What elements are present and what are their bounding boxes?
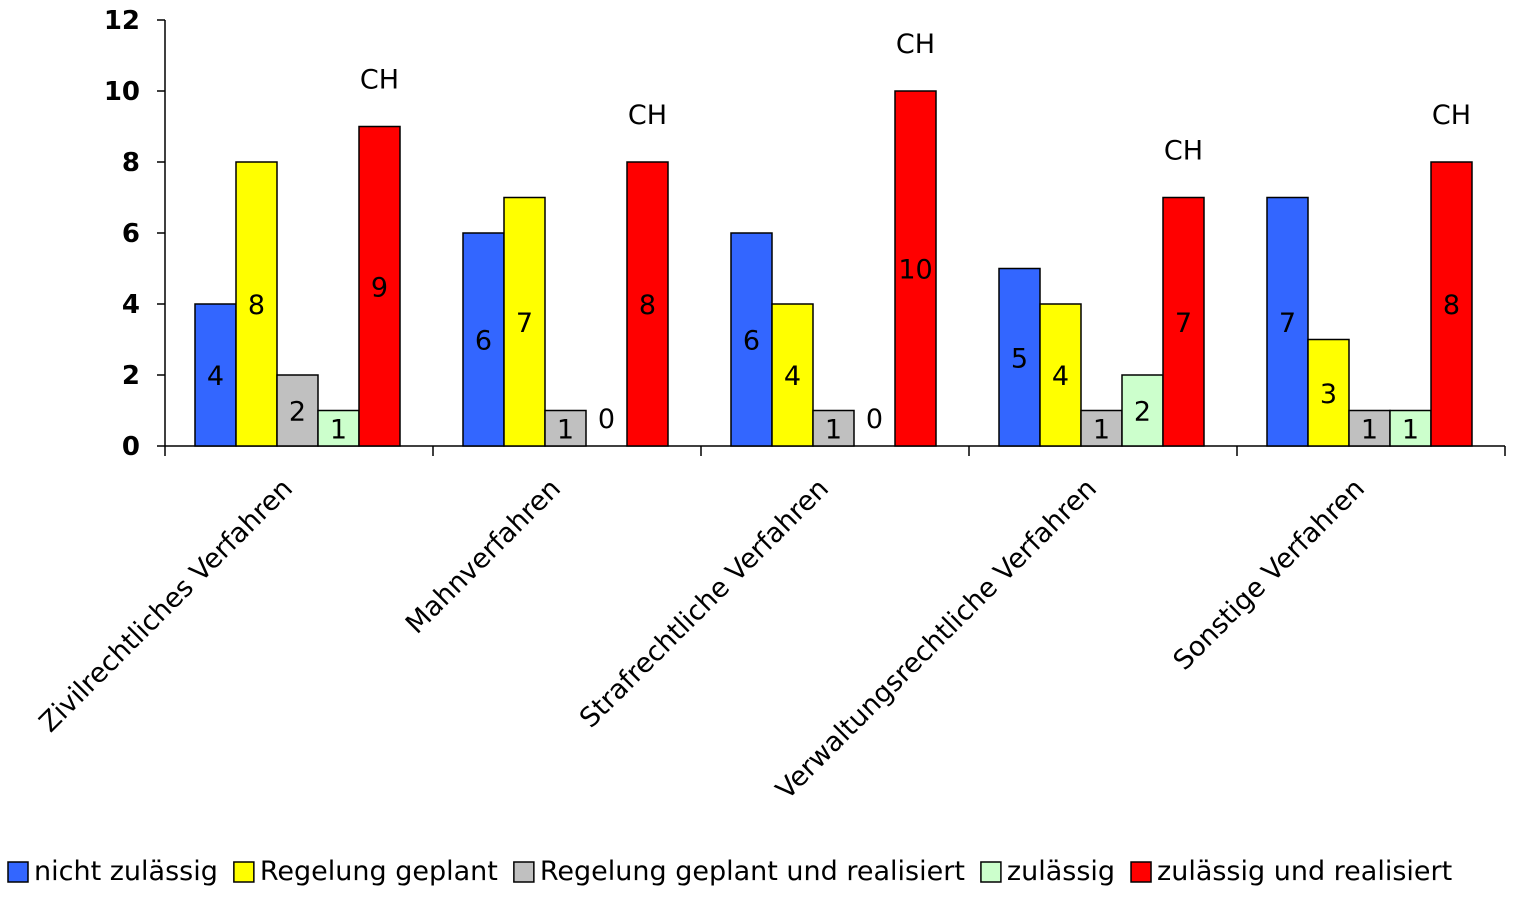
legend-entry: Regelung geplant bbox=[260, 856, 498, 887]
data-label: 5 bbox=[1011, 343, 1028, 374]
data-label: 1 bbox=[825, 414, 842, 445]
legend-swatch bbox=[513, 861, 535, 883]
legend-entry: Regelung geplant und realisiert bbox=[540, 856, 965, 887]
annotation-label: CH bbox=[360, 65, 399, 96]
bar bbox=[1162, 196, 1205, 447]
legend-entry: zulässig bbox=[1007, 856, 1115, 887]
bar bbox=[812, 409, 855, 447]
bar bbox=[1121, 374, 1164, 447]
data-label: 2 bbox=[1134, 397, 1151, 428]
data-label: 0 bbox=[866, 404, 883, 435]
bar bbox=[544, 409, 587, 447]
data-label: 1 bbox=[1402, 414, 1419, 445]
bar bbox=[1430, 161, 1473, 447]
data-label: 7 bbox=[1279, 308, 1296, 339]
data-label: 8 bbox=[248, 290, 265, 321]
y-tick-label: 6 bbox=[122, 219, 140, 249]
data-label: 9 bbox=[371, 272, 388, 303]
legend-entry: nicht zulässig bbox=[34, 856, 218, 887]
data-label: 6 bbox=[743, 326, 760, 357]
data-label: 4 bbox=[784, 361, 801, 392]
bar bbox=[194, 303, 237, 447]
bar bbox=[771, 303, 814, 447]
x-tick-label: Zivilrechtliches Verfahren bbox=[34, 473, 299, 738]
bar bbox=[317, 409, 360, 447]
annotation-label: CH bbox=[1432, 100, 1471, 131]
y-tick-label: 12 bbox=[104, 6, 140, 36]
data-label: 1 bbox=[1361, 414, 1378, 445]
bar bbox=[358, 125, 401, 447]
bar bbox=[626, 161, 669, 447]
bar bbox=[462, 232, 505, 447]
data-label: 4 bbox=[1052, 361, 1069, 392]
y-tick-label: 2 bbox=[122, 361, 140, 391]
data-label: 1 bbox=[557, 414, 574, 445]
y-tick-label: 10 bbox=[104, 77, 140, 107]
data-label: 0 bbox=[598, 404, 615, 435]
y-tick-label: 4 bbox=[122, 290, 140, 320]
data-label: 2 bbox=[289, 397, 306, 428]
bar bbox=[894, 90, 937, 447]
data-label: 1 bbox=[330, 414, 347, 445]
legend-swatch bbox=[1130, 861, 1152, 883]
x-tick-label: Strafrechtliche Verfahren bbox=[574, 473, 835, 734]
x-tick-label: Sonstige Verfahren bbox=[1167, 473, 1370, 676]
bar bbox=[1039, 303, 1082, 447]
data-label: 6 bbox=[475, 326, 492, 357]
legend-entry: zulässig und realisiert bbox=[1157, 856, 1452, 887]
x-tick-label: Verwaltungsrechtliche Verfahren bbox=[770, 473, 1103, 806]
bar bbox=[235, 161, 278, 447]
y-tick-label: 0 bbox=[122, 432, 140, 462]
data-label: 7 bbox=[516, 308, 533, 339]
data-label: 10 bbox=[898, 255, 932, 286]
annotation-label: CH bbox=[628, 100, 667, 131]
annotation-label: CH bbox=[1164, 136, 1203, 167]
bar bbox=[503, 196, 546, 447]
y-tick-label: 8 bbox=[122, 148, 140, 178]
data-label: 8 bbox=[639, 290, 656, 321]
legend-swatch bbox=[980, 861, 1002, 883]
bar bbox=[998, 267, 1041, 447]
data-label: 1 bbox=[1093, 414, 1110, 445]
data-label: 3 bbox=[1320, 379, 1337, 410]
bar bbox=[1266, 196, 1309, 447]
legend-swatch bbox=[7, 861, 29, 883]
bar bbox=[1348, 409, 1391, 447]
data-label: 8 bbox=[1443, 290, 1460, 321]
legend-swatch bbox=[233, 861, 255, 883]
data-label: 4 bbox=[207, 361, 224, 392]
x-tick-label: Mahnverfahren bbox=[400, 473, 567, 640]
bar bbox=[276, 374, 319, 447]
bar bbox=[1307, 338, 1350, 447]
annotation-label: CH bbox=[896, 29, 935, 60]
data-label: 7 bbox=[1175, 308, 1192, 339]
